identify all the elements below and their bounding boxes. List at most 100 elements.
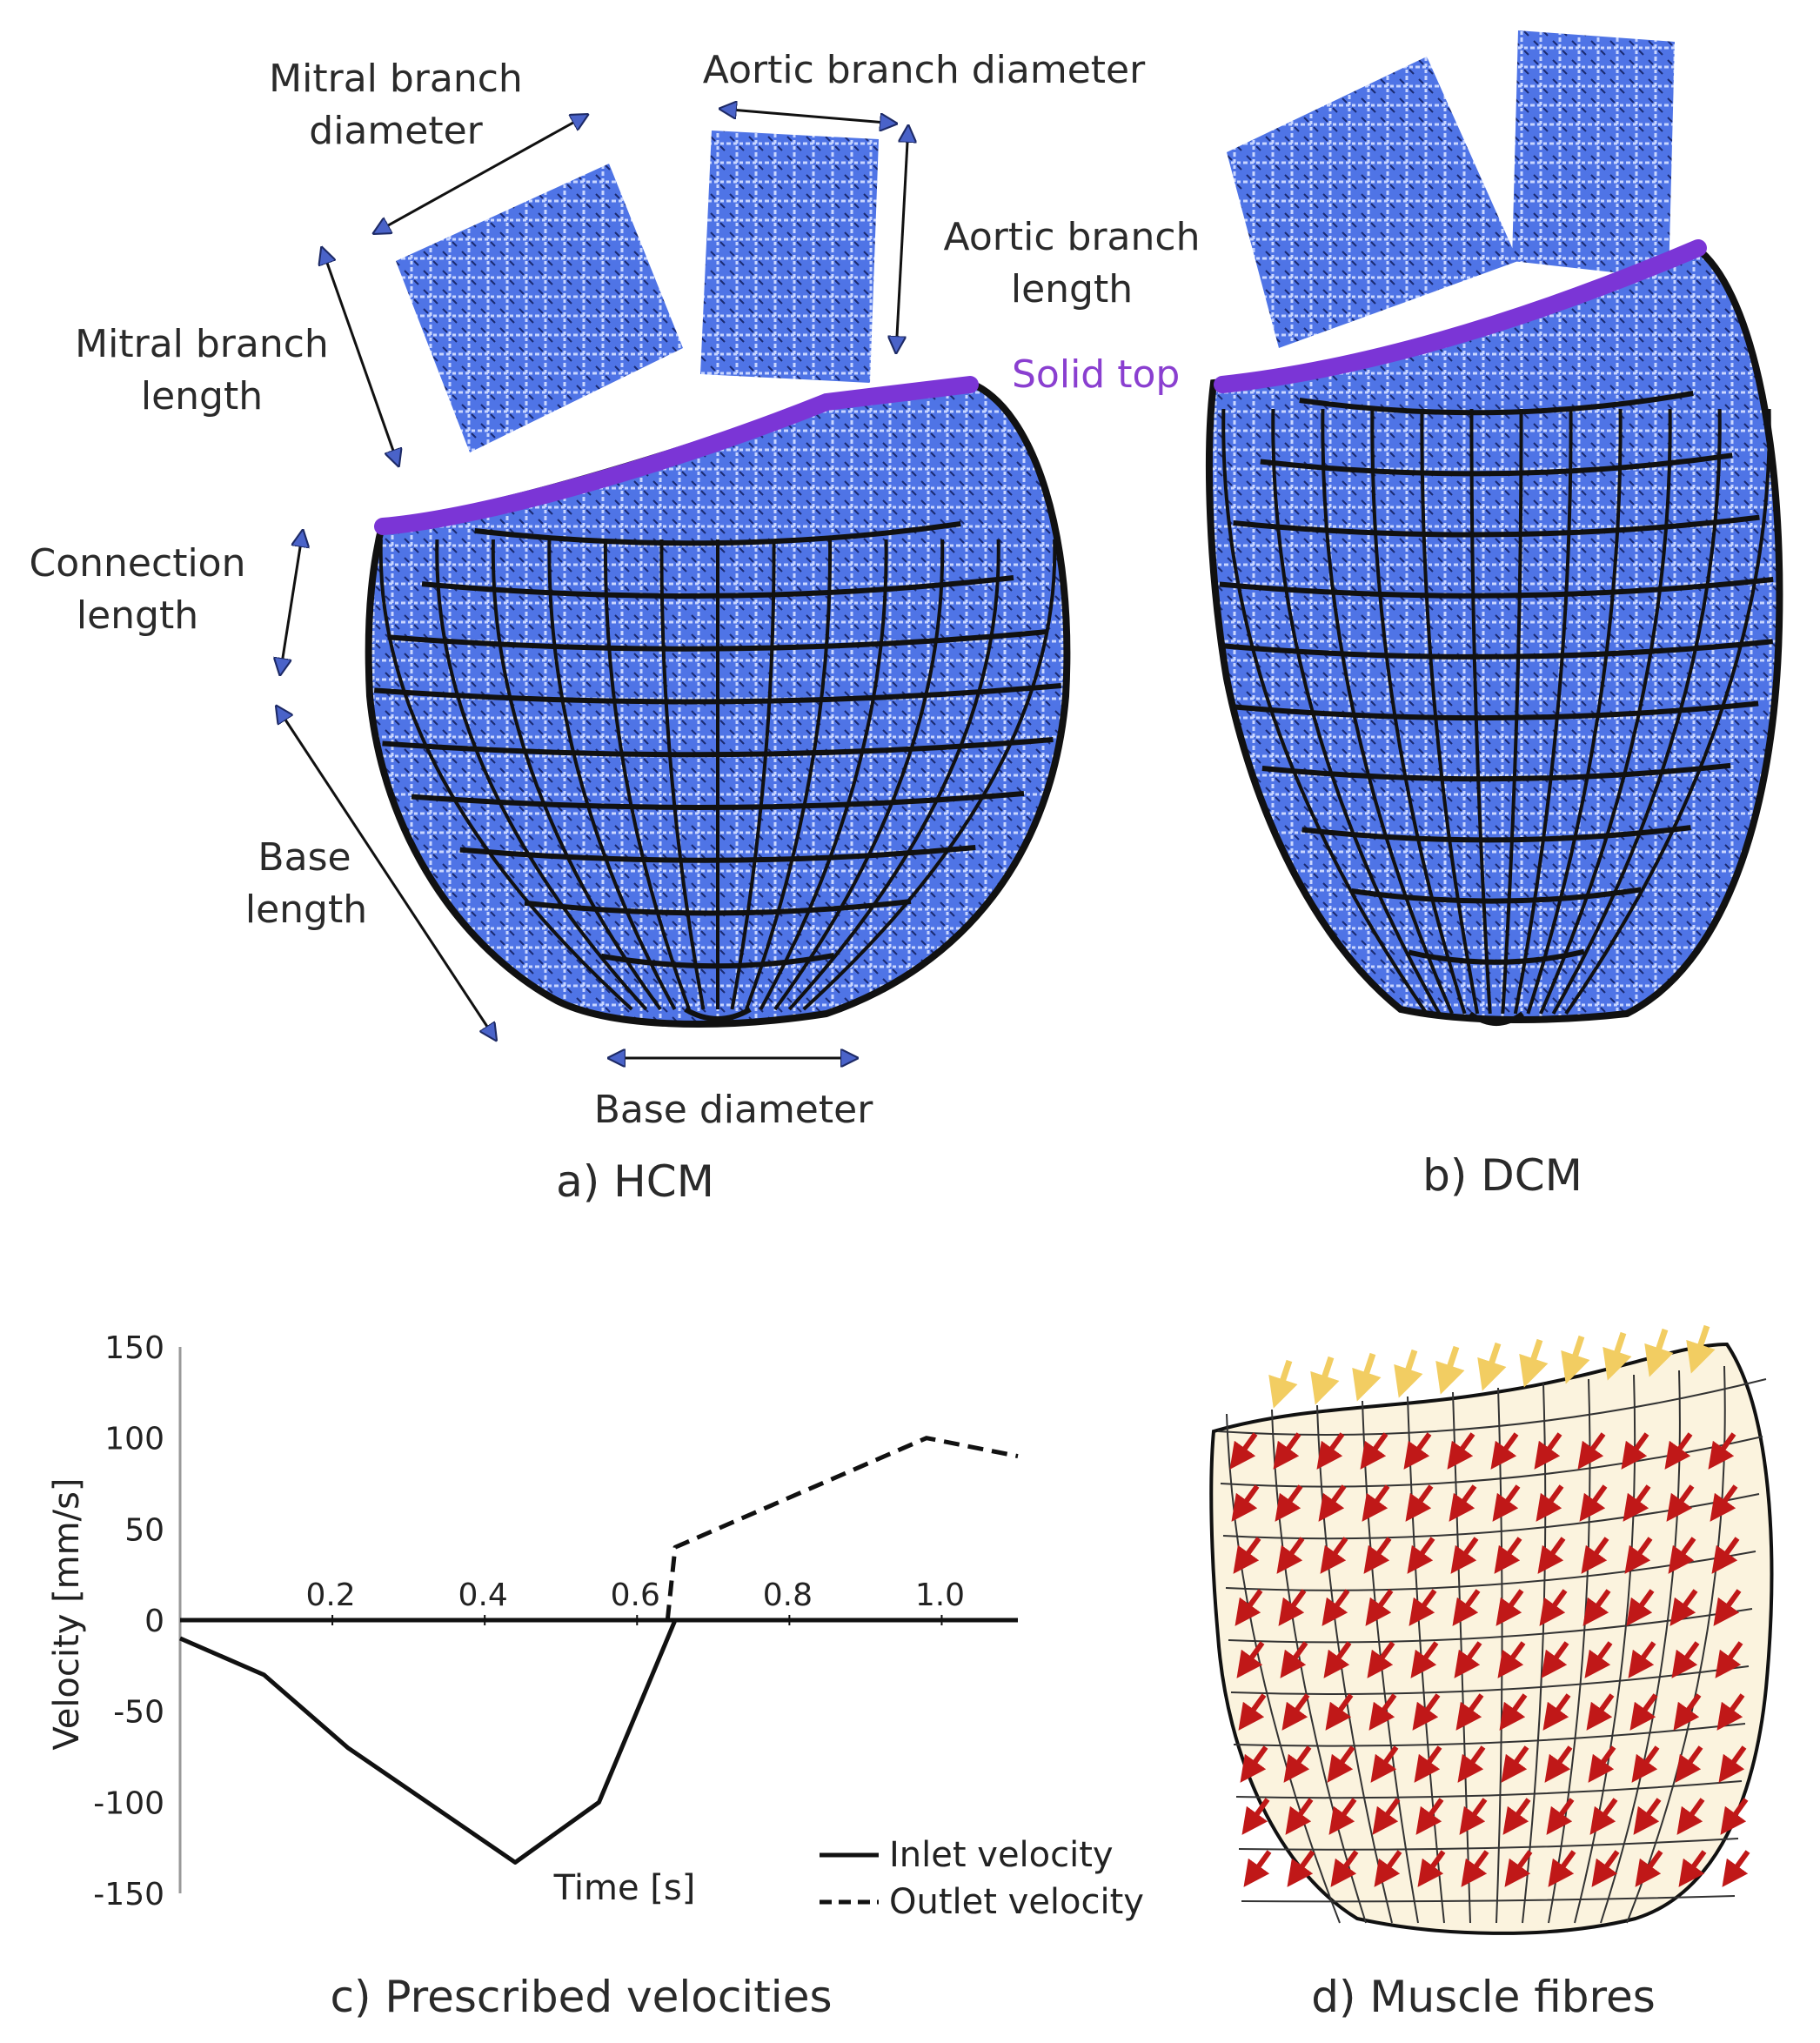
x-tick-label: 0.6 [611,1577,660,1613]
x-tick-label: 0.8 [763,1577,813,1613]
fibre-arrow-yellow [1519,1338,1549,1388]
fibre-arrow-red [1320,1537,1348,1574]
fibre-arrow-red [1713,1589,1742,1626]
fibre-arrow-red [1285,1798,1314,1835]
x-axis-label: Time [s] [553,1868,696,1908]
fibre-arrow-yellow [1394,1349,1423,1398]
fibre-arrow-yellow [1561,1335,1590,1384]
fibre-arrow-red [1715,1641,1743,1678]
fibre-arrow-red [1582,1589,1611,1626]
fibre-arrow-red [1233,1537,1261,1574]
fibre-arrow-red [1494,1537,1522,1574]
mitral-branch-mesh [396,164,683,452]
dcm-wire-ring [1469,1011,1524,1026]
fibre-arrow-yellow [1310,1356,1340,1405]
y-tick-label: 150 [104,1330,164,1366]
dcm-wire-ring [1219,576,1774,599]
y-tick-label: -50 [113,1695,164,1731]
dcm-wire-meridian [1321,408,1454,1015]
label-aortic-length-2: length [1011,267,1133,311]
fibre-arrow-red [1454,1641,1482,1678]
fibre-arrow-red [1325,1693,1354,1731]
fibre-arrow-red [1544,1745,1573,1783]
legend-inlet-label: Inlet velocity [889,1835,1114,1875]
fibre-arrow-red [1499,1693,1528,1731]
fibre-arrow-yellow [1686,1324,1716,1374]
fibre-arrow-red [1367,1641,1395,1678]
fibre-arrow-red [1455,1693,1484,1731]
fibre-arrow-red [1624,1537,1653,1574]
fibre-arrow-red [1374,1850,1402,1887]
fibre-arrow-red [1450,1537,1479,1574]
fibre-arrow-red [1360,1432,1388,1470]
panel-d-muscle-fibres [1209,1324,1774,1935]
aortic-branch-mesh [700,131,879,383]
fibre-arrow-red [1281,1693,1310,1731]
dcm-aortic-branch-mesh [1512,30,1675,278]
fibre-arrow-red [1330,1850,1359,1887]
fibre-mesh-ring [1217,1378,1767,1436]
dcm-wire-meridian [1501,408,1523,1015]
dcm-wire-meridian [1564,408,1771,1015]
dcm-wire-ring [1299,391,1694,416]
fibre-mesh-ring [1238,1838,1739,1851]
dcm-wire-meridian [1221,408,1429,1015]
caption-a: a) HCM [556,1156,714,1207]
fibre-arrow-yellow [1435,1345,1465,1395]
fibre-arrow-red [1710,1484,1738,1522]
fibre-arrow-red [1365,1589,1394,1626]
hcm-wire-meridian [787,539,1000,1011]
fibre-arrow-red [1588,1745,1616,1783]
fibre-arrow-red [1537,1537,1566,1574]
fibre-arrow-red [1495,1589,1524,1626]
fibre-arrow-red [1711,1537,1740,1574]
fibre-arrow-red [1412,1693,1441,1731]
hcm-wire-meridian [759,539,888,1010]
fibre-arrow-red [1492,1484,1521,1522]
dcm-wire-meridian [1526,408,1623,1015]
dcm-wire-meridian [1370,408,1467,1015]
label-aortic-length-1: Aortic branch [944,215,1201,259]
label-base-length-1: Base [258,835,351,880]
fibre-arrow-red [1243,1850,1272,1887]
fibre-arrow-red [1678,1850,1707,1887]
fibre-mesh-ring [1233,1723,1746,1747]
fibre-arrow-red [1621,1432,1649,1470]
fibre-arrow-red [1668,1537,1696,1574]
hcm-wire-meridian [603,539,691,1010]
fibre-arrow-red [1629,1693,1658,1731]
legend-outlet-label: Outlet velocity [889,1882,1144,1922]
fibre-arrow-red [1273,1432,1301,1470]
fibre-arrow-red [1581,1537,1609,1574]
fibre-arrow-red [1449,1484,1477,1522]
fibre-arrow-red [1372,1798,1401,1835]
fibre-arrow-red [1368,1693,1397,1731]
fibre-arrow-red [1676,1798,1705,1835]
fibre-arrow-red [1323,1641,1352,1678]
fibre-arrow-red [1501,1745,1529,1783]
fibre-arrow-red [1589,1798,1618,1835]
y-tick-label: -150 [93,1877,164,1912]
dcm-wire-ring [1408,948,1585,965]
fibre-arrow-red [1417,1850,1446,1887]
fibre-arrow-red [1504,1850,1533,1887]
dcm-wire-ring [1261,762,1731,782]
fibre-arrow-red [1534,1432,1562,1470]
dcm-wire-meridian [1271,408,1442,1015]
fibre-arrow-red [1229,1432,1258,1470]
label-mitral-diameter-2: diameter [309,109,483,153]
fibre-arrow-red [1236,1641,1265,1678]
fibre-arrow-red [1623,1484,1651,1522]
hcm-solid-top [374,376,979,535]
hcm-wire-meridian [773,539,945,1011]
fibre-arrow-yellow [1477,1342,1507,1391]
fibre-arrow-red [1461,1850,1489,1887]
fibre-arrow-red [1669,1589,1698,1626]
x-tick-label: 0.4 [458,1577,508,1613]
y-tick-label: 100 [104,1422,164,1457]
fibre-arrow-red [1414,1745,1442,1783]
label-solid-top: Solid top [1012,352,1180,397]
fibre-arrow-red [1722,1850,1750,1887]
hcm-wire-ring [684,1007,752,1022]
